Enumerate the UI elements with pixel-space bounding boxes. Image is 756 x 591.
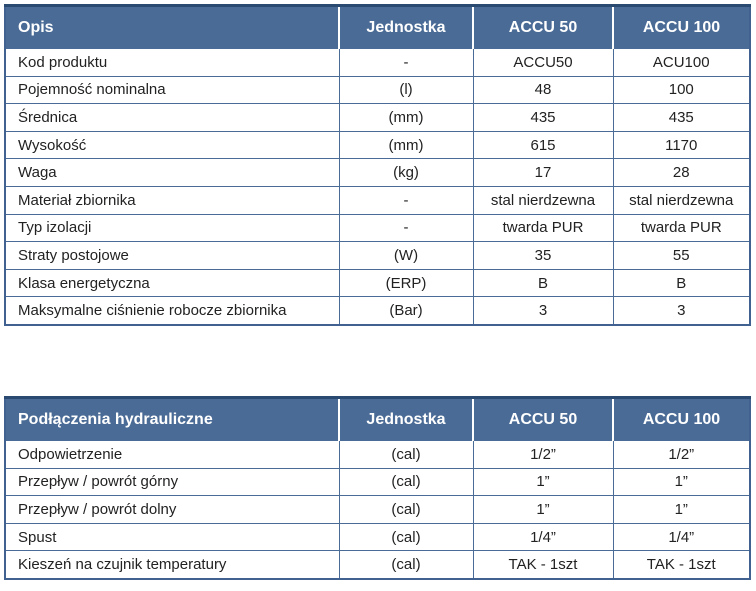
table-row: Kieszeń na czujnik temperatury (cal) TAK -… [4,550,751,580]
header-cell: ACCU 100 [612,5,750,49]
table-cell: 435 [472,103,614,132]
table-cell: Odpowietrzenie [4,440,340,469]
header-cell: ACCU 50 [472,5,613,49]
table-row: Pojemność nominalna (l) 48 100 [4,75,751,105]
table-row: Maksymalne ciśnienie robocze zbiornika (B… [4,296,751,326]
table-cell: 1” [472,495,614,524]
table-cell: 615 [472,130,614,160]
table-row: Wysokość (mm) 615 1170 [4,130,751,160]
table-cell: (cal) [338,495,474,524]
table-cell: B [472,268,614,298]
table-row: Waga (kg) 17 28 [4,158,751,187]
table-cell: (mm) [338,130,474,160]
header-cell: Jednostka [338,5,473,49]
table-cell: Typ izolacji [4,213,340,243]
table-cell: - [338,48,474,77]
table-cell: Średnica [4,103,340,132]
table-cell: (kg) [338,158,474,187]
table-cell: Materiał zbiornika [4,185,340,215]
table-cell: ACU100 [612,48,751,77]
table-row: Klasa energetyczna (ERP) B B [4,268,751,298]
table-cell: Kod produktu [4,48,340,77]
hydraulic-connections-table: Podłączenia hydrauliczne Jednostka ACCU 50… [4,396,751,580]
table-row: Typ izolacji - twarda PUR twarda PUR [4,213,751,243]
table-cell: TAK - 1szt [472,550,614,580]
table-cell: Waga [4,158,340,187]
table-row: Spust (cal) 1/4” 1/4” [4,522,751,552]
table-cell: 1/4” [472,522,614,552]
general-spec-table: Opis Jednostka ACCU 50 ACCU 100 Kod produkt… [4,4,751,326]
table-cell: B [612,268,751,298]
table-cell: 1” [472,467,614,497]
table-row: Przepływ / powrót dolny (cal) 1” 1” [4,495,751,524]
table-cell: 1/2” [612,440,751,469]
table-cell: Maksymalne ciśnienie robocze zbiornika [4,296,340,326]
table-cell: 17 [472,158,614,187]
general-spec-table-header: Opis Jednostka ACCU 50 ACCU 100 [5,5,750,49]
table-cell: 1” [612,495,751,524]
table-cell: Straty postojowe [4,241,340,270]
header-cell: Podłączenia hydrauliczne [5,397,339,441]
table-cell: - [338,213,474,243]
table-cell: 48 [472,75,614,105]
general-spec-table-body: Kod produktu - ACCU50 ACU100 Pojemność nomin… [4,48,751,326]
table-cell: (cal) [338,440,474,469]
table-row: Kod produktu - ACCU50 ACU100 [4,48,751,77]
table-cell: - [338,185,474,215]
table-cell: Przepływ / powrót górny [4,467,340,497]
table-cell: Pojemność nominalna [4,75,340,105]
table-cell: (Bar) [338,296,474,326]
table-cell: 1/2” [472,440,614,469]
table-cell: 3 [612,296,751,326]
table-cell: twarda PUR [612,213,751,243]
header-cell: Jednostka [338,397,473,441]
table-cell: (mm) [338,103,474,132]
table-row: Średnica (mm) 435 435 [4,103,751,132]
table-row: Przepływ / powrót górny (cal) 1” 1” [4,467,751,497]
table-cell: (cal) [338,522,474,552]
table-cell: twarda PUR [472,213,614,243]
table-cell: Wysokość [4,130,340,160]
table-cell: 35 [472,241,614,270]
table-cell: Przepływ / powrót dolny [4,495,340,524]
table-cell: 435 [612,103,751,132]
table-row: Odpowietrzenie (cal) 1/2” 1/2” [4,440,751,469]
header-row: Podłączenia hydrauliczne Jednostka ACCU 50… [5,397,750,441]
table-cell: 1/4” [612,522,751,552]
table-cell: Spust [4,522,340,552]
table-cell: 28 [612,158,751,187]
table-cell: 55 [612,241,751,270]
table-cell: (W) [338,241,474,270]
hydraulic-connections-table-header: Podłączenia hydrauliczne Jednostka ACCU 50… [5,397,750,441]
table-cell: 100 [612,75,751,105]
header-cell: Opis [5,5,339,49]
table-cell: 3 [472,296,614,326]
table-row: Materiał zbiornika - stal nierdzewna stal n… [4,185,751,215]
table-cell: (ERP) [338,268,474,298]
table-cell: (l) [338,75,474,105]
table-cell: stal nierdzewna [472,185,614,215]
table-cell: ACCU50 [472,48,614,77]
header-row: Opis Jednostka ACCU 50 ACCU 100 [5,5,750,49]
table-cell: (cal) [338,550,474,580]
header-cell: ACCU 50 [472,397,613,441]
hydraulic-connections-table-body: Odpowietrzenie (cal) 1/2” 1/2” Przepływ / po… [4,440,751,580]
table-cell: Klasa energetyczna [4,268,340,298]
table-cell: 1170 [612,130,751,160]
table-cell: TAK - 1szt [612,550,751,580]
table-cell: Kieszeń na czujnik temperatury [4,550,340,580]
table-cell: 1” [612,467,751,497]
table-cell: (cal) [338,467,474,497]
header-cell: ACCU 100 [612,397,750,441]
table-cell: stal nierdzewna [612,185,751,215]
table-row: Straty postojowe (W) 35 55 [4,241,751,270]
